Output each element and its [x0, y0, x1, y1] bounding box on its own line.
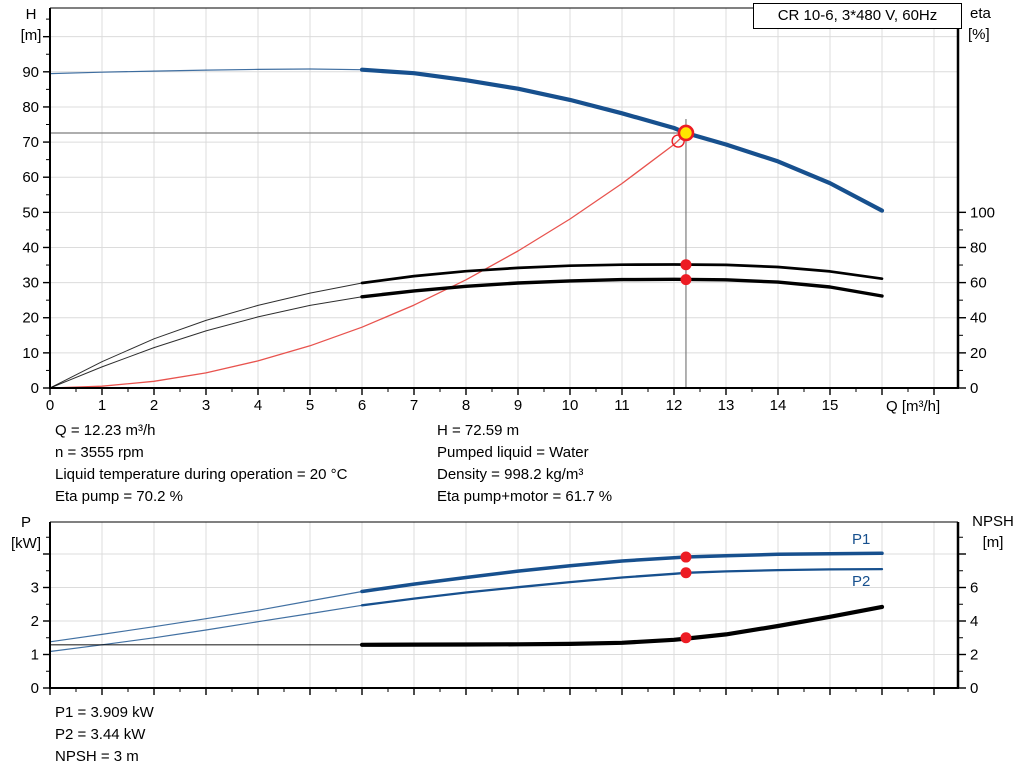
operating-point-dot — [680, 567, 692, 579]
y-left-tick-label: 80 — [22, 99, 39, 116]
p2-curve-label: P2 — [852, 573, 871, 590]
flow-axis-label: Q [m³/h] — [886, 398, 941, 415]
curve-eta-pump — [49, 282, 363, 389]
readout-p1: P1 = 3.909 kW — [55, 704, 154, 721]
curve-eta-pump-motor — [360, 277, 884, 299]
operating-point-dot — [680, 274, 692, 286]
y-left-tick-label: 30 — [22, 275, 39, 292]
npsh-axis-unit: [m] — [982, 534, 1004, 551]
eta-axis-name: eta — [970, 5, 991, 22]
y-right-tick-label: 4 — [970, 613, 978, 630]
y-left-tick-label: 0 — [31, 380, 39, 397]
power-axis-name: P — [20, 514, 31, 531]
power-axis-unit: [kW] — [11, 535, 41, 552]
readout-p2: P2 = 3.44 kW — [55, 726, 146, 743]
x-tick-label: 15 — [822, 397, 839, 414]
readout-right-column: H = 72.59 m Pumped liquid = Water Densit… — [437, 420, 612, 508]
x-tick-label: 0 — [46, 397, 54, 414]
x-tick-label: 11 — [614, 397, 630, 414]
readout-left-column: Q = 12.23 m³/h n = 3555 rpm Liquid tempe… — [55, 420, 347, 508]
y-left-tick-label: 10 — [22, 345, 39, 362]
y-left-tick-label: 70 — [22, 134, 39, 151]
x-tick-label: 2 — [150, 397, 158, 414]
x-tick-label: 7 — [410, 397, 418, 414]
readout-flow: Q = 12.23 m³/h — [55, 422, 156, 439]
x-tick-label: 12 — [666, 397, 683, 414]
curve-eta-pump — [360, 263, 884, 285]
operating-point-dot — [680, 632, 692, 644]
curve-head — [49, 68, 363, 75]
readout-eta-pump-motor: Eta pump+motor = 61.7 % — [437, 488, 613, 505]
x-tick-label: 6 — [358, 397, 366, 414]
readout-pumped-liquid: Pumped liquid = Water — [437, 444, 589, 461]
operating-point-dot — [680, 551, 692, 563]
readout-speed: n = 3555 rpm — [55, 444, 144, 461]
curve-P1 — [49, 590, 363, 643]
operating-point-dot — [680, 259, 692, 271]
y-right-tick-label: 40 — [970, 310, 987, 327]
x-tick-label: 13 — [718, 397, 735, 414]
y-left-tick-label: 60 — [22, 169, 39, 186]
curve-eta-pump-motor — [49, 296, 363, 389]
x-tick-label: 10 — [562, 397, 579, 414]
y-left-tick-label: 20 — [22, 310, 39, 327]
y-left-tick-label: 90 — [22, 64, 39, 81]
y-right-tick-label: 20 — [970, 345, 987, 362]
y-right-tick-label: 80 — [970, 239, 987, 256]
y-right-tick-label: 2 — [970, 647, 978, 664]
pump-title-box: CR 10-6, 3*480 V, 60Hz — [753, 3, 962, 29]
y-left-tick-label: 0 — [31, 680, 39, 697]
y-left-tick-label: 1 — [31, 647, 39, 664]
curve-P1 — [360, 551, 884, 594]
readout-liquid-temperature: Liquid temperature during operation = 20… — [55, 466, 348, 483]
y-right-tick-label: 6 — [970, 580, 978, 597]
head-axis-unit: [m] — [20, 27, 42, 44]
y-right-tick-label: 60 — [970, 275, 987, 292]
y-right-tick-label: 0 — [970, 680, 978, 697]
y-left-tick-label: 40 — [22, 239, 39, 256]
x-tick-label: 1 — [98, 397, 106, 414]
head-axis-name: H — [25, 6, 37, 23]
readout-density: Density = 998.2 kg/m³ — [437, 466, 584, 483]
curve-NPSH — [359, 604, 885, 647]
x-tick-label: 9 — [514, 397, 522, 414]
y-right-tick-label: 0 — [970, 380, 978, 397]
y-right-tick-label: 100 — [970, 204, 995, 221]
readout-head: H = 72.59 m — [437, 422, 520, 439]
y-left-tick-label: 50 — [22, 204, 39, 221]
eta-axis-unit: [%] — [968, 26, 990, 43]
x-tick-label: 3 — [202, 397, 210, 414]
x-tick-label: 5 — [306, 397, 314, 414]
duty-point-marker[interactable] — [677, 124, 695, 142]
npsh-axis-name: NPSH — [972, 513, 1014, 530]
x-tick-label: 8 — [462, 397, 470, 414]
y-left-tick-label: 3 — [31, 580, 39, 597]
curve-head — [359, 67, 885, 213]
x-tick-label: 14 — [770, 397, 787, 414]
y-left-tick-label: 2 — [31, 613, 39, 630]
x-tick-label: 4 — [254, 397, 262, 414]
readout-bottom-column: P1 = 3.909 kW P2 = 3.44 kW NPSH = 3 m — [55, 702, 154, 768]
curve-P2 — [360, 567, 884, 607]
curve-system-curve — [49, 132, 687, 389]
p1-curve-label: P1 — [852, 531, 871, 548]
readout-npsh: NPSH = 3 m — [55, 748, 139, 765]
readout-eta-pump: Eta pump = 70.2 % — [55, 488, 183, 505]
